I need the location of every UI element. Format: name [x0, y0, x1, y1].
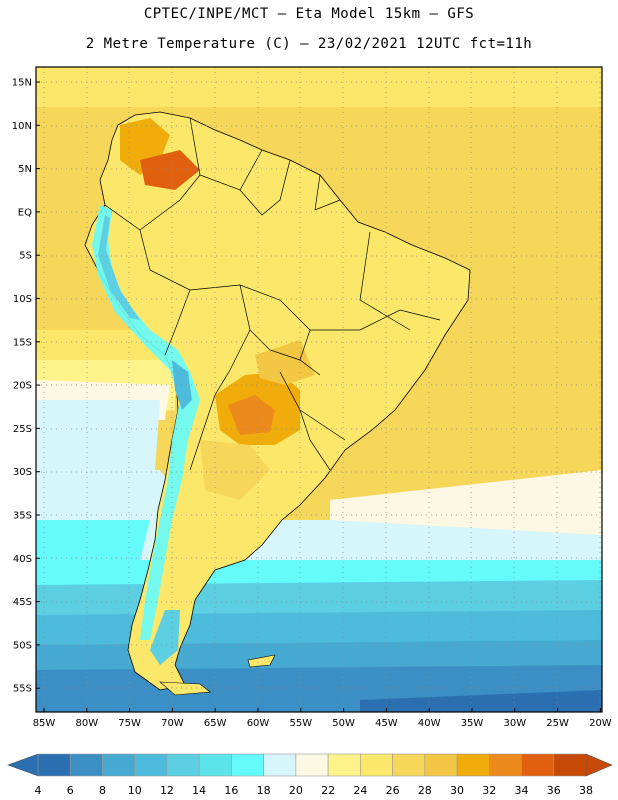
andes-cold-strip	[92, 205, 200, 640]
colorbar-swatch	[327, 753, 361, 777]
lat-label: 55S	[13, 684, 32, 695]
country-borders	[104, 117, 441, 471]
colorbar-label: 18	[257, 784, 271, 797]
hotter-region-chaco	[228, 395, 275, 435]
colorbar-left-arrow	[7, 753, 39, 777]
colorbar-swatch	[102, 753, 136, 777]
tierra-del-fuego	[159, 681, 211, 696]
lon-label: 75W	[118, 718, 141, 729]
lon-label: 45W	[375, 718, 398, 729]
ocean-pacific-cool-band	[36, 520, 150, 570]
colorbar-right-arrow	[585, 753, 613, 777]
colorbar-label: 6	[67, 784, 74, 797]
ocean-caribbean-band	[36, 67, 602, 107]
lon-label: 20W	[589, 718, 612, 729]
lat-label: 15N	[12, 78, 32, 89]
colorbar-swatch	[553, 753, 587, 777]
colorbar-swatch	[424, 753, 458, 777]
lat-label: 15S	[13, 337, 32, 348]
colorbar-label: 20	[289, 784, 303, 797]
lon-label: 85W	[33, 718, 56, 729]
colorbar-swatch	[166, 753, 200, 777]
colorbar-swatch	[37, 753, 71, 777]
colorbar-label: 8	[99, 784, 106, 797]
patagonia-cool	[150, 610, 180, 665]
lon-label: 40W	[418, 718, 441, 729]
lat-label: 20S	[13, 381, 32, 392]
lat-label: 10N	[12, 121, 32, 132]
lat-label: 5N	[18, 164, 32, 175]
colorbar-label: 22	[321, 784, 335, 797]
colorbar-label: 30	[450, 784, 464, 797]
colorbar-label: 38	[579, 784, 593, 797]
colorbar-swatch	[198, 753, 232, 777]
ocean-deep-cold-band	[360, 690, 602, 712]
lon-label: 50W	[332, 718, 355, 729]
hotter-region-llanos	[140, 150, 200, 190]
colorbar-swatch	[231, 753, 264, 777]
colorbar-label: 34	[515, 784, 529, 797]
lon-label: 80W	[75, 718, 98, 729]
colorbar-label: 14	[192, 784, 206, 797]
map-subtitle: 2 Metre Temperature (C) — 23/02/2021 12U…	[85, 36, 533, 52]
lat-label: 40S	[13, 554, 32, 565]
andes-colder-strip	[98, 215, 140, 320]
colorbar-label: 10	[128, 784, 142, 797]
colorbar-label: 24	[353, 784, 367, 797]
lat-label: 45S	[13, 597, 32, 608]
colorbar	[7, 753, 613, 777]
colorbar-label: 32	[482, 784, 496, 797]
lon-label: 60W	[247, 718, 270, 729]
colorbar-swatch	[134, 753, 168, 777]
map-field	[36, 67, 602, 712]
colorbar-label: 26	[386, 784, 400, 797]
colorbar-swatch	[263, 753, 297, 777]
colorbar-swatch	[392, 753, 426, 777]
lat-label: 30S	[13, 467, 32, 478]
ocean-atlantic-pale-band	[330, 470, 602, 540]
ocean-mild-band	[36, 400, 160, 480]
map-title: CPTEC/INPE/MCT — Eta Model 15km — GFS	[143, 6, 475, 22]
colorbar-label: 12	[160, 784, 174, 797]
colorbar-swatch	[360, 753, 393, 777]
colorbar-label: 4	[35, 784, 42, 797]
colorbar-swatch	[488, 753, 522, 777]
longitude-labels: 85W 80W 75W 70W 65W 60W 55W 50W 45W 40W 35W 30W 25W 2…	[33, 708, 612, 729]
latitude-labels: 15N 10N 5N EQ 5S 10S 15S 20S 25S 30S 35S 40S 45S 50S 5…	[12, 78, 40, 695]
lat-label: 50S	[13, 640, 32, 651]
colorbar-label: 28	[418, 784, 432, 797]
colorbar-swatch	[521, 753, 555, 777]
lon-label: 70W	[161, 718, 184, 729]
warm-region-pampas	[200, 440, 270, 500]
lon-label: 30W	[503, 718, 526, 729]
lon-label: 25W	[546, 718, 569, 729]
warm-region-mato-grosso	[255, 340, 315, 385]
lon-label: 65W	[204, 718, 227, 729]
colorbar-label: 36	[547, 784, 561, 797]
lon-label: 55W	[289, 718, 312, 729]
colorbar-swatch	[69, 753, 103, 777]
lat-label: EQ	[18, 207, 32, 218]
colorbar-swatch	[295, 753, 329, 777]
lat-label: 35S	[13, 511, 32, 522]
lat-label: 5S	[19, 251, 32, 262]
lat-label: 25S	[13, 424, 32, 435]
map-frame	[35, 66, 603, 713]
lat-label: 10S	[13, 294, 32, 305]
colorbar-swatch	[456, 753, 490, 777]
lon-label: 35W	[461, 718, 484, 729]
colorbar-labels: 4 6 8 10 12 14 16 18 20 22 24 26 28 30 32 34 36 38	[35, 784, 594, 797]
falkland-islands	[247, 654, 276, 668]
colorbar-label: 16	[224, 784, 238, 797]
